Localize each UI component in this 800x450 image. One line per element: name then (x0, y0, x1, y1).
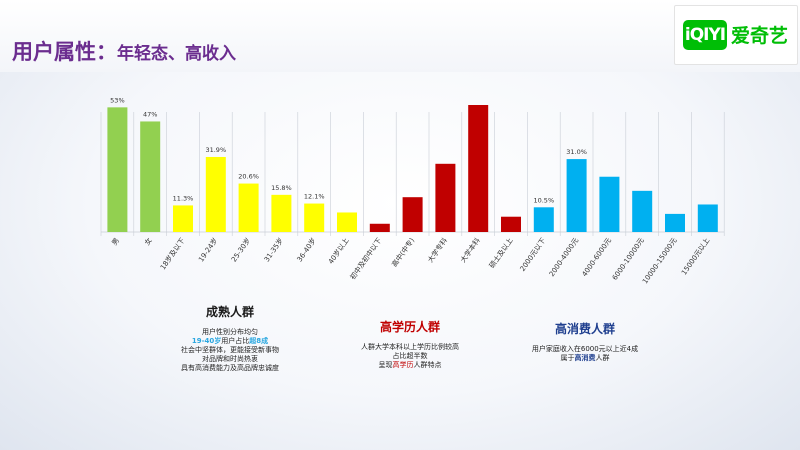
x-tick-label: 15000元以上 (679, 236, 711, 277)
x-tick-label: 大学本科 (458, 236, 481, 264)
x-tick-label: 硕士及以上 (487, 236, 514, 270)
x-tick-label: 初中及初中以下 (348, 236, 383, 281)
x-tick-label: 男 (110, 237, 121, 247)
x-tick-label: 2000元以下 (519, 237, 548, 273)
data-label: 31.9% (205, 146, 226, 154)
callout-mature: 成熟人群 用户性别分布均匀 19-40岁用户占比超8成 社会中坚群体，更能接受新… (160, 303, 300, 373)
logo-text: 爱奇艺 (731, 25, 789, 47)
data-label: 31.0% (566, 148, 587, 156)
bar-education (369, 223, 390, 232)
x-tick-label: 31-35岁 (262, 236, 285, 264)
data-label: 20.6% (238, 173, 259, 181)
callout-education-line2: 占比超半数 (392, 352, 428, 360)
callout-education-line3: 呈现高学历人群特点 (335, 361, 485, 370)
iqiyi-logo: iQIYI 爱奇艺 (674, 5, 798, 65)
data-label: 11.3% (173, 194, 194, 202)
callout-mature-age-range: 19-40岁 (191, 337, 222, 345)
bar-income (697, 204, 718, 232)
bar-age (271, 194, 292, 232)
page-title-main: 用户属性： (12, 40, 117, 64)
bar-education (468, 105, 489, 232)
x-tick-label: 女 (142, 236, 153, 247)
bar-income (566, 159, 587, 232)
page-title: 用户属性：年轻态、高收入 (12, 36, 236, 66)
x-tick-label: 36-40岁 (295, 236, 318, 264)
callout-income-highlight: 高消费 (574, 354, 596, 362)
x-tick-label: 2000-4000元 (548, 237, 580, 279)
callout-education: 高学历人群 人群大学本科以上学历比例较高 占比超半数 呈现高学历人群特点 (335, 318, 485, 370)
callout-education-line3-c: 人群特点 (413, 361, 442, 369)
data-label: 12.1% (304, 193, 325, 201)
x-tick-label: 10000-15000元 (641, 237, 679, 286)
x-tick-label: 40岁以上 (326, 236, 351, 266)
x-tick-label: 大学专科 (426, 236, 449, 264)
bar-age (173, 205, 193, 232)
callout-income-line1: 用户家庭收入在6000元以上近4成 (531, 345, 639, 353)
callout-mature-line1: 用户性别分布均匀 (202, 328, 258, 336)
x-tick-label: 25-30岁 (229, 236, 252, 264)
user-attribute-bar-chart: 53% 男 47% 女 11.3% 18岁及以下 31.9% 19-24岁 20.6% 25-30… (100, 96, 725, 286)
x-tick-label: 18岁及以下 (158, 236, 187, 271)
logo-mark: iQIYI (683, 20, 727, 50)
callout-education-line3-a: 呈现 (378, 361, 393, 369)
callout-mature-line2-mid: 用户占比 (221, 337, 250, 345)
bar-income (533, 207, 554, 232)
bar-age (337, 212, 357, 232)
callout-income-heading: 高消费人群 (554, 322, 615, 336)
callout-education-heading: 高学历人群 (379, 320, 440, 334)
bar-education (435, 163, 456, 232)
bar-age (238, 183, 259, 232)
callout-mature-heading: 成熟人群 (205, 305, 254, 319)
callout-education-highlight: 高学历 (392, 361, 414, 369)
x-tick-label: 4000-6000元 (581, 237, 613, 279)
x-tick-label: 6000-10000元 (611, 237, 646, 282)
bar-income (632, 190, 653, 232)
callout-income-line2: 属于高消费人群 (510, 354, 660, 363)
bar-income (599, 176, 620, 232)
callout-mature-line2: 19-40岁用户占比超8成 (160, 337, 300, 346)
bar-education (501, 216, 521, 232)
bar-gender (107, 107, 128, 232)
data-label: 10.5% (533, 196, 554, 204)
data-label: 47% (143, 110, 157, 118)
bar-age (304, 203, 325, 232)
data-label: 53% (110, 96, 124, 104)
callout-education-line1: 人群大学本科以上学历比例较高 (361, 343, 459, 351)
callout-mature-line4: 对品牌和时尚热衷 (202, 355, 258, 363)
bar-education (402, 197, 423, 232)
bar-income (665, 213, 685, 232)
callout-mature-line3: 社会中坚群体，更能接受新事物 (181, 346, 279, 354)
callout-mature-share: 超8成 (249, 337, 269, 345)
callout-income: 高消费人群 用户家庭收入在6000元以上近4成 属于高消费人群 (510, 320, 660, 363)
bar-gender (140, 121, 161, 232)
callout-mature-line5: 具有高消费能力及高品牌忠诚度 (181, 364, 279, 372)
bar-age (205, 156, 226, 232)
x-tick-label: 高中(中专) (390, 236, 417, 269)
page-subtitle: 年轻态、高收入 (117, 44, 236, 64)
x-tick-label: 19-24岁 (196, 236, 219, 264)
callout-income-line2-a: 属于 (560, 354, 575, 362)
header-band (0, 0, 800, 72)
data-label: 15.8% (271, 184, 292, 192)
callout-income-line2-c: 人群 (595, 354, 610, 362)
